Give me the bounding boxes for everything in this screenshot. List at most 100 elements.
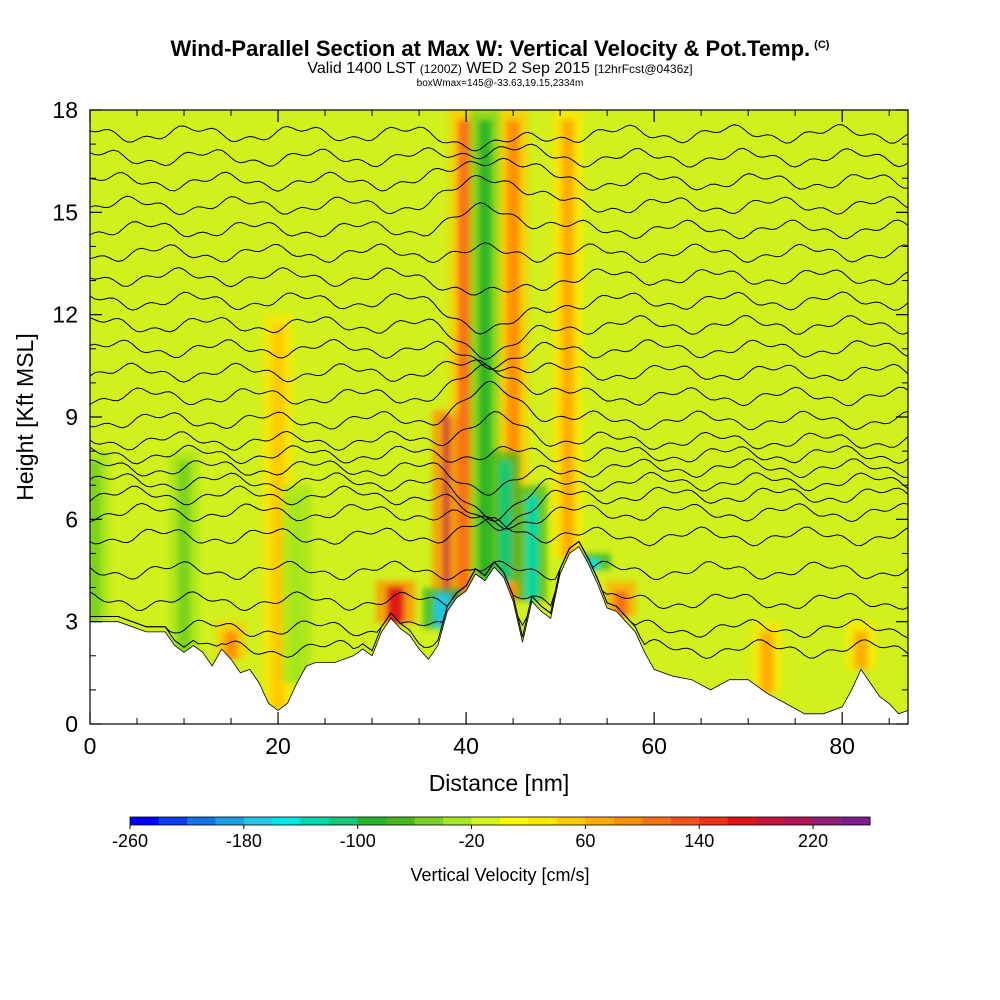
theta-contour-2 (90, 540, 908, 612)
colorbar-swatch-17 (613, 817, 643, 825)
y-tick-label-1: 3 (65, 609, 78, 635)
theta-contour-11 (90, 380, 908, 431)
colorbar: -260 -180 -100 -20 60 140 220 (112, 816, 871, 851)
theta-contours (90, 124, 908, 659)
theta-contour-6 (90, 485, 908, 532)
colorbar-swatch-25 (841, 817, 871, 825)
colorbar-swatch-9 (386, 817, 416, 825)
updraft-core-8 (760, 631, 774, 694)
colorbar-swatch-14 (528, 817, 558, 825)
colorbar-swatch-11 (443, 817, 473, 825)
colorbar-tick-label-0: -260 (112, 831, 148, 851)
updraft-core-9 (854, 631, 868, 670)
downdraft-core-15 (177, 461, 191, 653)
colorbar-swatch-7 (329, 817, 359, 825)
y-tick-label-6: 18 (52, 97, 78, 123)
theta-contour-17 (90, 267, 908, 296)
theta-contour-14 (90, 338, 908, 370)
colorbar-swatch-3 (215, 817, 245, 825)
colorbar-swatch-10 (414, 817, 444, 825)
updraft-core-7 (271, 324, 285, 711)
x-tick-label-1: 20 (265, 733, 291, 759)
chart-title: Wind-Parallel Section at Max W: Vertical… (0, 36, 1000, 62)
valid-time: Valid 1400 LST (307, 60, 416, 77)
theta-contour-12 (90, 363, 908, 407)
colorbar-tick-label-6: 220 (798, 831, 828, 851)
utc-time: (1200Z) (419, 62, 462, 76)
copyright-mark: (C) (814, 38, 830, 51)
colorbar-swatch-12 (471, 817, 501, 825)
colorbar-tick-label-3: -20 (459, 831, 485, 851)
colorbar-tick-label-2: -100 (340, 831, 376, 851)
colorbar-swatch-18 (642, 817, 672, 825)
colorbar-swatch-1 (158, 817, 188, 825)
theta-contour-5 (90, 502, 908, 530)
downdraft-core-11 (478, 120, 492, 581)
theta-contour-15 (90, 314, 908, 361)
box-info: boxWmax=145@-33.63,19.15,2334m (416, 78, 584, 89)
downdraft-core-12 (499, 461, 513, 583)
colorbar-swatch-6 (300, 817, 330, 825)
velocity-bands (90, 110, 877, 711)
x-tick-label-3: 60 (641, 733, 667, 759)
x-axis-label: Distance [nm] (429, 770, 570, 796)
colorbar-tick-label-5: 140 (684, 831, 714, 851)
colorbar-swatch-22 (756, 817, 786, 825)
colorbar-swatch-15 (556, 817, 586, 825)
colorbar-swatch-4 (243, 817, 273, 825)
theta-contour-3 (90, 540, 908, 581)
downdraft-core-16 (290, 495, 304, 684)
updraft-core-6 (224, 631, 238, 660)
colorbar-swatch-5 (272, 817, 302, 825)
theta-contour-20 (90, 174, 908, 216)
x-tick-label-2: 40 (453, 733, 479, 759)
y-tick-label-4: 12 (52, 302, 78, 328)
colorbar-swatch-23 (784, 817, 814, 825)
updraft-core-4 (561, 120, 575, 558)
terrain-mask (90, 546, 908, 724)
colorbar-swatch-13 (500, 817, 529, 825)
colorbar-tick-label-1: -180 (226, 831, 262, 851)
theta-contour-19 (90, 202, 908, 240)
chart-subtitle: Valid 1400 LST (1200Z) WED 2 Sep 2015 [1… (0, 60, 1000, 78)
theta-contour-8 (90, 458, 908, 496)
theta-contour-7 (90, 471, 908, 523)
theta-contour-13 (90, 359, 908, 383)
colorbar-swatch-16 (585, 817, 615, 825)
colorbar-label: Vertical Velocity [cm/s] (410, 865, 589, 885)
colorbar-tick-label-4: 60 (575, 831, 595, 851)
forecast-info: [12hrFcst@0436z] (594, 62, 693, 76)
y-axis: 0 3 6 9 12 15 18 (52, 97, 908, 737)
downdraft-core-13 (525, 495, 539, 602)
y-tick-label-3: 9 (65, 404, 78, 430)
colorbar-swatch-2 (186, 817, 216, 825)
updraft-core-2 (457, 120, 471, 593)
y-tick-label-5: 15 (52, 199, 78, 225)
plot-area (90, 110, 908, 724)
theta-contour-10 (90, 410, 908, 451)
updraft-core-5 (614, 590, 628, 617)
theta-contour-23 (90, 124, 908, 152)
theta-contour-4 (90, 516, 908, 547)
colorbar-swatch-0 (130, 817, 159, 825)
colorbar-swatch-24 (813, 817, 843, 825)
x-tick-label-4: 80 (829, 733, 855, 759)
downdraft-core-17 (90, 461, 102, 622)
colorbar-frame (129, 816, 871, 826)
colorbar-swatch-19 (670, 817, 700, 825)
colorbar-swatch-20 (699, 817, 729, 825)
theta-contour-18 (90, 242, 908, 264)
y-axis-label: Height [Kft MSL] (12, 333, 38, 500)
valid-date: WED 2 Sep 2015 (466, 60, 590, 77)
y-tick-label-2: 6 (65, 506, 78, 532)
theta-contour-22 (90, 143, 908, 168)
theta-contour-16 (90, 291, 908, 335)
colorbar-swatch-8 (357, 817, 387, 825)
theta-contour-21 (90, 157, 908, 192)
theta-contour-9 (90, 444, 908, 465)
chart-title-text: Wind-Parallel Section at Max W: Vertical… (170, 36, 811, 61)
x-tick-label-0: 0 (84, 733, 97, 759)
x-axis: 0 20 40 60 80 (84, 110, 890, 759)
y-tick-label-0: 0 (65, 711, 78, 737)
